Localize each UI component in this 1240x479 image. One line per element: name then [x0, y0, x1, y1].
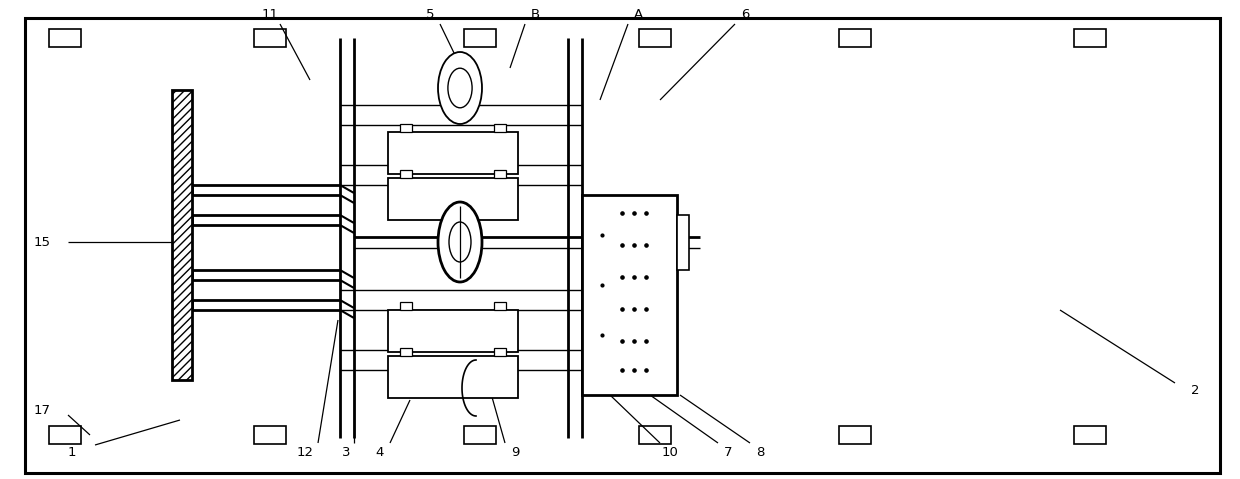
Bar: [839, 426, 870, 444]
Text: 17: 17: [33, 403, 51, 417]
Text: 6: 6: [740, 8, 749, 21]
Text: 2: 2: [1190, 384, 1199, 397]
Bar: [639, 29, 671, 47]
Bar: [254, 426, 286, 444]
Text: A: A: [634, 8, 642, 21]
Bar: [401, 124, 412, 132]
Bar: [494, 124, 506, 132]
Bar: [464, 426, 496, 444]
Bar: [50, 426, 81, 444]
Bar: [254, 29, 286, 47]
Text: B: B: [531, 8, 539, 21]
Bar: [50, 29, 81, 47]
Bar: [401, 170, 412, 178]
Bar: [401, 348, 412, 356]
Bar: [494, 302, 506, 310]
Bar: [494, 348, 506, 356]
Bar: [388, 178, 518, 220]
Text: 8: 8: [756, 446, 764, 459]
Bar: [494, 170, 506, 178]
Text: 9: 9: [511, 446, 520, 459]
Text: 4: 4: [376, 446, 384, 459]
Text: 3: 3: [342, 446, 350, 459]
Ellipse shape: [438, 52, 482, 124]
Bar: [582, 195, 677, 395]
Text: 7: 7: [724, 446, 733, 459]
Ellipse shape: [449, 222, 471, 262]
Bar: [401, 302, 412, 310]
Bar: [172, 90, 192, 380]
Bar: [388, 132, 518, 174]
Bar: [388, 310, 518, 352]
Bar: [464, 29, 496, 47]
Text: 12: 12: [296, 446, 314, 459]
Bar: [1074, 426, 1106, 444]
Bar: [1074, 29, 1106, 47]
Ellipse shape: [438, 202, 482, 282]
Text: 5: 5: [425, 8, 434, 21]
Text: 10: 10: [662, 446, 678, 459]
Text: 1: 1: [68, 445, 76, 458]
Text: 11: 11: [262, 8, 279, 21]
Bar: [677, 215, 689, 270]
Ellipse shape: [448, 68, 472, 108]
Text: 15: 15: [33, 236, 51, 249]
Bar: [839, 29, 870, 47]
Bar: [639, 426, 671, 444]
Bar: [388, 356, 518, 398]
